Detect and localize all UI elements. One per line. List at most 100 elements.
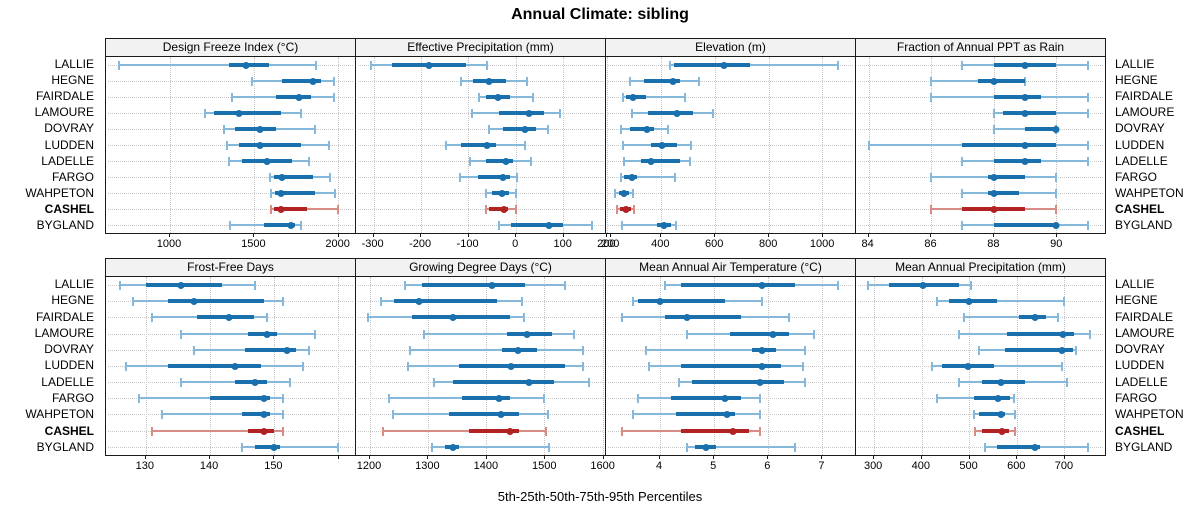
row-labels-left-bottom: LALLIE HEGNE FAIRDALE LAMOURE DOVRAY LUDDEN LA… [0,276,100,455]
whisker-cap-left [664,281,667,291]
row-label-lamoure: LAMOURE [34,325,94,340]
median-dot [658,142,666,149]
median-dot [295,94,303,101]
iqr-box [273,207,308,211]
axis-tick-label: 1300 [415,460,440,472]
whisker-cap-right [308,157,311,166]
iqr-box [461,396,510,401]
percentile-row-dovray [606,342,855,358]
median-dot [683,314,691,322]
axis-tick-label: 400 [911,460,931,472]
median-dot [278,174,286,181]
whisker-line [383,429,547,432]
percentile-row-wahpeton [856,406,1105,422]
whisker-line [931,80,1026,82]
whisker-cap-right [970,281,973,291]
percentile-row-fargo [856,390,1105,406]
percentile-row-fargo [606,390,855,406]
row-gridline [858,446,1103,448]
panel-axis-1: -300 -200 -100 0 100 200 [355,233,619,255]
whisker-cap-left [119,281,122,291]
median-dot [769,330,777,338]
whisker-cap-left [118,61,121,70]
median-dot [990,78,998,85]
row-label-fairdale: FAIRDALE [1115,89,1174,104]
whisker-cap-left [444,141,447,150]
percentile-row-ladelle [856,153,1105,169]
iqr-box [962,143,1057,147]
whisker-cap-right [581,345,584,355]
percentile-row-fairdale [356,309,605,325]
whisker-cap-left [485,205,488,214]
iqr-box [489,207,508,211]
row-gridline [608,97,853,98]
whisker-cap-right [282,410,285,420]
whisker-cap-left [498,221,501,230]
median-dot [998,427,1006,435]
row-label-bygland: BYGLAND [1115,217,1173,232]
whisker-cap-left [269,205,272,214]
axis-tick-label: 7 [818,460,825,472]
row-label-dovray: DOVRAY [44,121,94,136]
panel-axis-4: 130 140 150 [105,455,355,477]
median-dot [1021,62,1029,69]
whisker-cap-left [470,109,473,118]
whisker-cap-right [1055,189,1058,198]
whisker-cap-left [391,410,394,420]
iqr-box [681,363,782,368]
whisker-cap-right [1063,297,1066,307]
row-label-hegne: HEGNE [1115,73,1158,88]
median-dot [1059,330,1067,338]
axis-tick-label: 84 [861,238,874,250]
median-dot [521,126,529,133]
whisker-cap-left [125,361,128,371]
axis-tick [253,233,255,237]
panel-axis-3: 84 86 88 90 [855,233,1105,255]
panel-strip-title: Growing Degree Days (°C) [356,259,605,277]
median-dot [190,298,198,306]
median-dot [499,174,507,181]
whisker-cap-right [329,173,332,182]
axis-tick [273,455,275,459]
whisker-cap-right [288,378,291,388]
iqr-box [987,175,1026,179]
median-dot [1021,110,1029,117]
axis-tick-label: 86 [924,238,937,250]
row-gridline [108,97,353,98]
whisker-cap-right [332,77,335,86]
axis-tick-label: 1600 [590,460,615,472]
median-dot [990,206,998,213]
panel-4: Frost-Free Days [105,258,355,456]
whisker-line [931,364,1062,367]
percentile-row-ludden [106,358,355,374]
iqr-box [461,143,497,147]
whisker-cap-right [761,297,764,307]
percentile-row-fairdale [856,309,1105,325]
percentile-row-cashel [356,423,605,439]
row-gridline [608,113,853,114]
whisker-cap-right [523,313,526,323]
whisker-cap-left [477,93,480,102]
median-dot [1021,94,1029,101]
whisker-cap-right [547,125,550,134]
whisker-line [686,445,795,448]
panel-strip-title: Mean Annual Air Temperature (°C) [606,259,855,277]
median-dot [256,142,264,149]
whisker-cap-left [432,378,435,388]
panel-axis-0: 1000 1500 2000 [105,233,355,255]
row-gridline [358,209,603,210]
iqr-box [644,79,680,83]
percentile-row-cashel [856,201,1105,217]
whisker-line [993,128,1057,130]
percentile-row-hegne [606,293,855,309]
whisker-line [670,64,839,66]
whisker-cap-left [366,313,369,323]
median-dot [643,126,651,133]
row-label-hegne: HEGNE [51,293,94,308]
iqr-box [676,412,736,417]
row-label-fairdale: FAIRDALE [35,309,94,324]
iqr-box [978,412,1006,417]
row-label-lamoure: LAMOURE [1115,325,1175,340]
whisker-cap-left [160,410,163,420]
iqr-box [629,127,654,131]
